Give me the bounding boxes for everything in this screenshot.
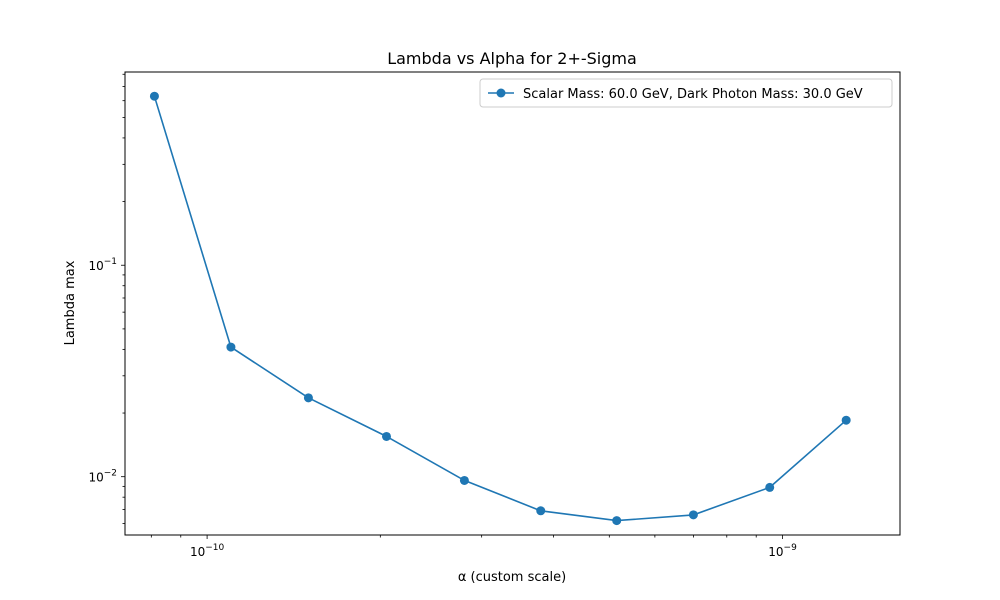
data-point <box>459 475 469 485</box>
data-point <box>226 342 236 352</box>
series-line-0 <box>153 95 847 522</box>
x-axis-label: α (custom scale) <box>458 570 566 585</box>
data-point <box>612 516 622 526</box>
data-point <box>688 510 698 520</box>
legend-label: Scalar Mass: 60.0 GeV, Dark Photon Mass:… <box>523 87 863 102</box>
data-point <box>536 506 546 516</box>
x-tick-label: 10−9 <box>768 543 797 559</box>
y-tick-label: 10−1 <box>88 257 117 273</box>
legend: Scalar Mass: 60.0 GeV, Dark Photon Mass:… <box>479 78 893 108</box>
x-tick-label: 10−10 <box>190 543 225 559</box>
y-axis-label: Lambda max <box>63 260 78 345</box>
data-point <box>765 482 775 492</box>
chart-title: Lambda vs Alpha for 2+-Sigma <box>387 49 637 68</box>
y-tick-label: 10−2 <box>88 469 117 485</box>
plot-area: 10−10 10−9 10−2 10−1 <box>88 71 901 559</box>
data-point <box>381 431 391 441</box>
legend-box <box>479 78 893 108</box>
plot-frame <box>124 71 901 536</box>
data-point <box>841 415 851 425</box>
data-point <box>303 393 313 403</box>
data-point <box>149 91 159 101</box>
legend-marker <box>496 88 506 98</box>
